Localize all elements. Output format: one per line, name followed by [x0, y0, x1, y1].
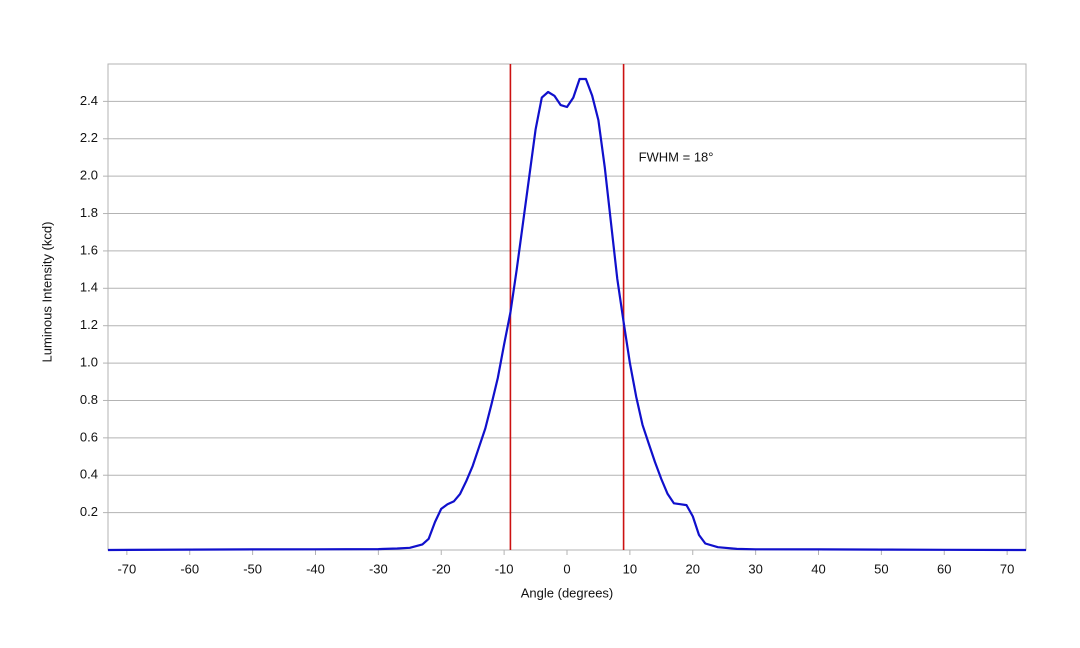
y-tick-label: 0.8	[80, 392, 98, 407]
annotation: FWHM = 18°	[639, 149, 714, 164]
plot-frame	[107, 63, 1027, 551]
y-tick-label: 2.2	[80, 130, 98, 145]
x-tick-label: -60	[180, 561, 199, 576]
y-tick-label: 1.8	[80, 205, 98, 220]
y-tick-label: 1.4	[80, 280, 98, 295]
x-tick-label: 30	[748, 561, 762, 576]
x-tick-label: -20	[432, 561, 451, 576]
y-tick-label: 0.2	[80, 504, 98, 519]
y-axis-label: Luminous Intensity (kcd)	[39, 222, 54, 363]
x-tick-label: 60	[937, 561, 951, 576]
y-tick-label: 0.6	[80, 429, 98, 444]
x-tick-label: -30	[369, 561, 388, 576]
y-tick-label: 2.4	[80, 93, 98, 108]
y-tick-label: 1.6	[80, 242, 98, 257]
y-tick-label: 0.4	[80, 467, 98, 482]
x-axis-label: Angle (degrees)	[521, 585, 614, 600]
x-tick-label: 20	[686, 561, 700, 576]
y-tick-label: 2.0	[80, 168, 98, 183]
y-tick-label: 1.0	[80, 355, 98, 370]
x-tick-label: 50	[874, 561, 888, 576]
x-tick-label: -10	[495, 561, 514, 576]
y-tick-label: 1.2	[80, 317, 98, 332]
x-tick-label: -70	[117, 561, 136, 576]
x-tick-label: 0	[563, 561, 570, 576]
x-tick-label: 40	[811, 561, 825, 576]
x-tick-label: 70	[1000, 561, 1014, 576]
x-tick-label: -40	[306, 561, 325, 576]
x-tick-label: 10	[623, 561, 637, 576]
intensity-line	[107, 77, 1027, 552]
x-tick-label: -50	[243, 561, 262, 576]
